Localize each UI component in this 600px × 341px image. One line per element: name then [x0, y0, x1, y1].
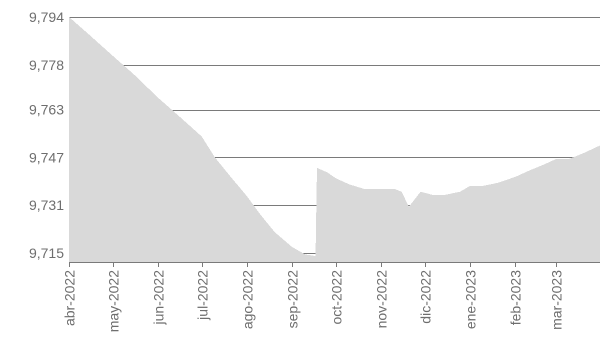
y-tick-label: 9,747	[29, 149, 64, 165]
x-tick-label: oct-2022	[329, 270, 345, 325]
x-tick-label: may-2022	[106, 270, 122, 332]
x-tick-label: mar-2023	[549, 270, 565, 330]
y-tick-label: 9,763	[29, 102, 64, 118]
y-tick-label: 9,794	[29, 9, 64, 25]
x-tick-label: dic-2022	[418, 270, 434, 324]
y-axis-labels: 9,715 9,731 9,747 9,763 9,778 9,794	[29, 9, 64, 261]
x-tick-label: ago-2022	[240, 270, 256, 329]
x-axis	[69, 262, 600, 267]
y-tick-label: 9,778	[29, 57, 64, 73]
x-tick-label: sep-2022	[285, 270, 301, 329]
x-tick-label: ene-2023	[463, 270, 479, 329]
area-fill	[69, 16, 600, 263]
x-tick-label: jul-2022	[195, 270, 211, 321]
x-tick-label: feb-2023	[508, 270, 524, 325]
area-series	[69, 16, 600, 263]
x-tick-label: jun-2022	[151, 270, 167, 326]
x-axis-labels: abr-2022 may-2022 jun-2022 jul-2022 ago-2022…	[62, 270, 565, 332]
x-tick-label: nov-2022	[374, 270, 390, 329]
y-tick-label: 9,731	[29, 197, 64, 213]
x-tick-label: abr-2022	[62, 270, 78, 326]
y-tick-label: 9,715	[29, 245, 64, 261]
